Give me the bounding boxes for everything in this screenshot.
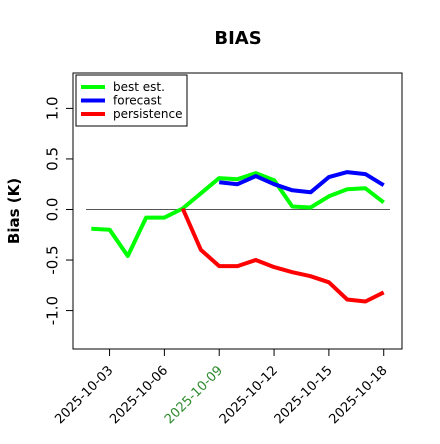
x-axis: 2025-10-032025-10-062025-10-092025-10-12… [52, 349, 391, 427]
y-axis: -1.0 -0.5 0.0 0.5 1.0 [43, 96, 73, 325]
y-tick-label: 1.0 [43, 96, 61, 120]
y-tick-label: -0.5 [43, 245, 61, 274]
y-tick-label: -1.0 [43, 296, 61, 325]
x-tick-label: 2025-10-15 [272, 363, 336, 427]
x-tick-label: 2025-10-03 [52, 363, 116, 427]
x-tick-label: 2025-10-06 [107, 363, 171, 427]
x-tick-label: 2025-10-18 [327, 363, 391, 427]
series-layer [91, 170, 385, 304]
legend-label: forecast [113, 94, 162, 108]
legend-label: persistence [113, 107, 182, 121]
y-axis-label: Bias (K) [5, 178, 23, 244]
y-tick-label: 0.5 [43, 147, 61, 171]
legend-label: best est. [113, 80, 165, 94]
x-tick-label: 2025-10-12 [217, 363, 281, 427]
x-tick-label: 2025-10-09 [162, 363, 226, 427]
series-line-persistence [180, 207, 385, 304]
series-line-forecast [218, 170, 385, 195]
series-line-best-est [91, 171, 385, 258]
plot-frame [72, 72, 403, 350]
y-tick-label: 0.0 [43, 198, 61, 222]
chart-title: BIAS [214, 28, 261, 49]
